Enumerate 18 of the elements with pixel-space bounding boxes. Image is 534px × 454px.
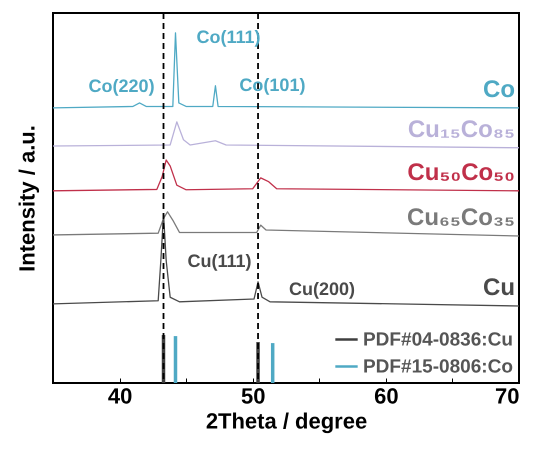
series-label: Cu₆₅Co₃₅ bbox=[407, 204, 515, 231]
annotation: Co(111) bbox=[196, 26, 261, 47]
x-tick-label: 60 bbox=[374, 384, 399, 408]
series-label: Cu bbox=[483, 274, 515, 301]
series-label: Co bbox=[483, 76, 515, 103]
legend-label: PDF#04-0836:Cu bbox=[363, 330, 513, 350]
annotation: Cu(111) bbox=[187, 250, 252, 271]
series-label: Cu₅₀Co₅₀ bbox=[407, 158, 515, 186]
series-label: Cu₁₅Co₈₅ bbox=[408, 116, 515, 143]
annotation: Co(101) bbox=[239, 74, 306, 95]
x-tick-label: 50 bbox=[240, 384, 266, 408]
x-axis-title: 2Theta / degree bbox=[206, 408, 368, 434]
x-tick-label: 70 bbox=[495, 384, 520, 408]
legend-label: PDF#15-0806:Co bbox=[363, 356, 513, 378]
x-tick-label: 40 bbox=[108, 384, 132, 408]
annotation: Co(220) bbox=[88, 76, 155, 96]
annotation: Cu(200) bbox=[289, 278, 356, 299]
y-axis-title: Intensity / a.u. bbox=[14, 125, 40, 272]
